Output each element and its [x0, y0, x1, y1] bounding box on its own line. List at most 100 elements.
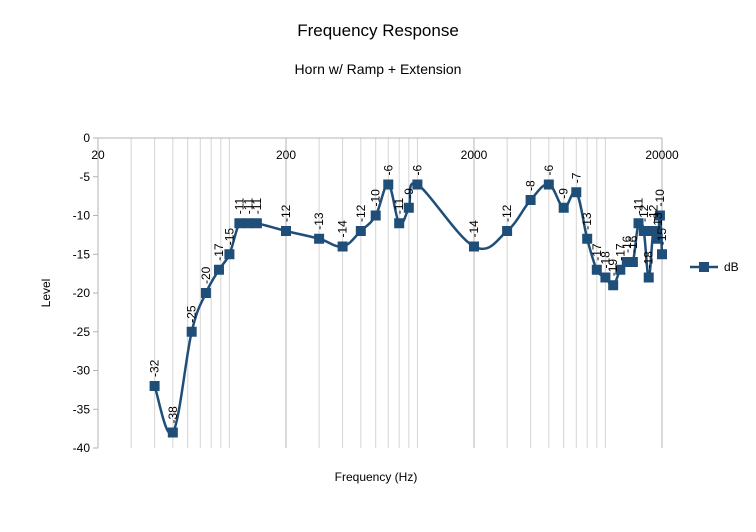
- data-point: [355, 226, 366, 236]
- data-label: -13: [580, 212, 594, 230]
- y-tick-label: -25: [73, 325, 91, 339]
- data-point: [251, 218, 262, 229]
- legend-marker: [699, 262, 709, 272]
- y-tick-label: 0: [83, 131, 90, 145]
- data-label: -25: [185, 305, 199, 323]
- data-label: -14: [336, 220, 350, 238]
- data-point: [469, 241, 479, 252]
- data-label: -18: [598, 251, 612, 269]
- data-point: [314, 233, 325, 244]
- data-label: -17: [590, 243, 604, 261]
- data-point: [600, 272, 611, 283]
- data-label: -14: [467, 220, 481, 238]
- data-point: [412, 179, 423, 190]
- data-point: [234, 218, 245, 229]
- data-point: [615, 264, 626, 275]
- data-label: -6: [410, 165, 424, 176]
- y-tick-label: -20: [73, 286, 91, 300]
- y-tick-label: -5: [79, 170, 90, 184]
- data-label: -11: [250, 197, 264, 214]
- x-tick-label: 2000: [461, 148, 488, 162]
- data-label: -17: [613, 243, 627, 261]
- data-point: [657, 249, 667, 260]
- data-point: [370, 210, 381, 221]
- data-label: -16: [626, 235, 640, 253]
- data-point: [224, 249, 235, 260]
- data-label: -32: [148, 359, 162, 377]
- data-point: [213, 264, 224, 275]
- data-point: [638, 226, 649, 236]
- series-db: [149, 179, 667, 438]
- y-tick-label: -30: [73, 364, 91, 378]
- data-label: -12: [279, 204, 293, 222]
- axes: [93, 137, 663, 449]
- data-point: [621, 257, 632, 267]
- data-point: [571, 187, 582, 198]
- data-point: [652, 233, 663, 244]
- data-point: [149, 381, 160, 391]
- data-point: [502, 226, 513, 236]
- data-label: -8: [524, 180, 538, 191]
- y-tick-label: -35: [73, 402, 91, 416]
- data-point: [337, 241, 348, 252]
- data-point: [543, 179, 554, 190]
- data-point: [281, 226, 291, 236]
- legend-label-db: dB: [724, 260, 739, 274]
- data-point: [648, 226, 659, 236]
- data-point: [582, 233, 593, 244]
- data-label: -12: [500, 204, 514, 222]
- data-point: [633, 218, 644, 229]
- data-label: -9: [402, 188, 416, 199]
- data-label: -15: [655, 228, 669, 246]
- data-label: -19: [606, 259, 620, 277]
- data-label: -11: [232, 197, 246, 214]
- data-label: -13: [651, 212, 665, 230]
- data-point: [591, 264, 602, 275]
- x-axis-title: Frequency (Hz): [335, 470, 418, 484]
- data-point: [403, 202, 414, 213]
- data-point: [525, 195, 536, 205]
- data-label: -16: [620, 235, 634, 253]
- data-label: -12: [354, 204, 368, 222]
- x-tick-label: 20000: [645, 148, 679, 162]
- data-label: -38: [166, 406, 180, 424]
- data-labels: -32-38-25-20-17-15-11-11-11 -12 -13 -14-12-…: [148, 165, 669, 424]
- data-point: [186, 326, 197, 337]
- data-point: [200, 288, 211, 298]
- data-label: -17: [212, 243, 226, 261]
- data-label: -12: [646, 204, 660, 222]
- x-tick-label: 20: [91, 148, 105, 162]
- data-label: -6: [381, 165, 395, 176]
- y-tick-label: -15: [73, 247, 91, 261]
- data-label: -10: [369, 189, 383, 207]
- data-label: -15: [222, 228, 236, 246]
- data-point: [167, 427, 178, 438]
- data-label: -11: [241, 197, 255, 214]
- data-label: -13: [312, 212, 326, 230]
- data-label: -18: [642, 251, 656, 269]
- chart-subtitle: Horn w/ Ramp + Extension: [294, 61, 462, 77]
- data-point: [654, 210, 665, 221]
- data-point: [383, 179, 394, 190]
- y-tick-label: -10: [73, 209, 91, 223]
- data-label: -10: [653, 189, 667, 207]
- data-label: -11: [632, 197, 646, 214]
- data-point: [558, 202, 569, 213]
- data-label: -11: [392, 197, 406, 214]
- y-axis-title: Level: [39, 279, 53, 308]
- data-point: [608, 280, 619, 291]
- data-label: -6: [542, 165, 556, 176]
- data-point: [627, 257, 638, 267]
- tick-labels: 20 200 2000 20000 0 -5 -10 -15 -20 -25 -30 -35 -40: [73, 131, 679, 455]
- data-point: [394, 218, 405, 229]
- data-point: [643, 272, 654, 283]
- gridlines: [97, 138, 663, 448]
- data-label: -7: [569, 172, 583, 183]
- x-tick-label: 200: [276, 148, 296, 162]
- chart-title: Frequency Response: [297, 21, 459, 40]
- data-label: -9: [557, 188, 571, 199]
- data-label: -20: [199, 266, 213, 284]
- data-point: [243, 218, 254, 229]
- data-label: -12: [637, 204, 651, 222]
